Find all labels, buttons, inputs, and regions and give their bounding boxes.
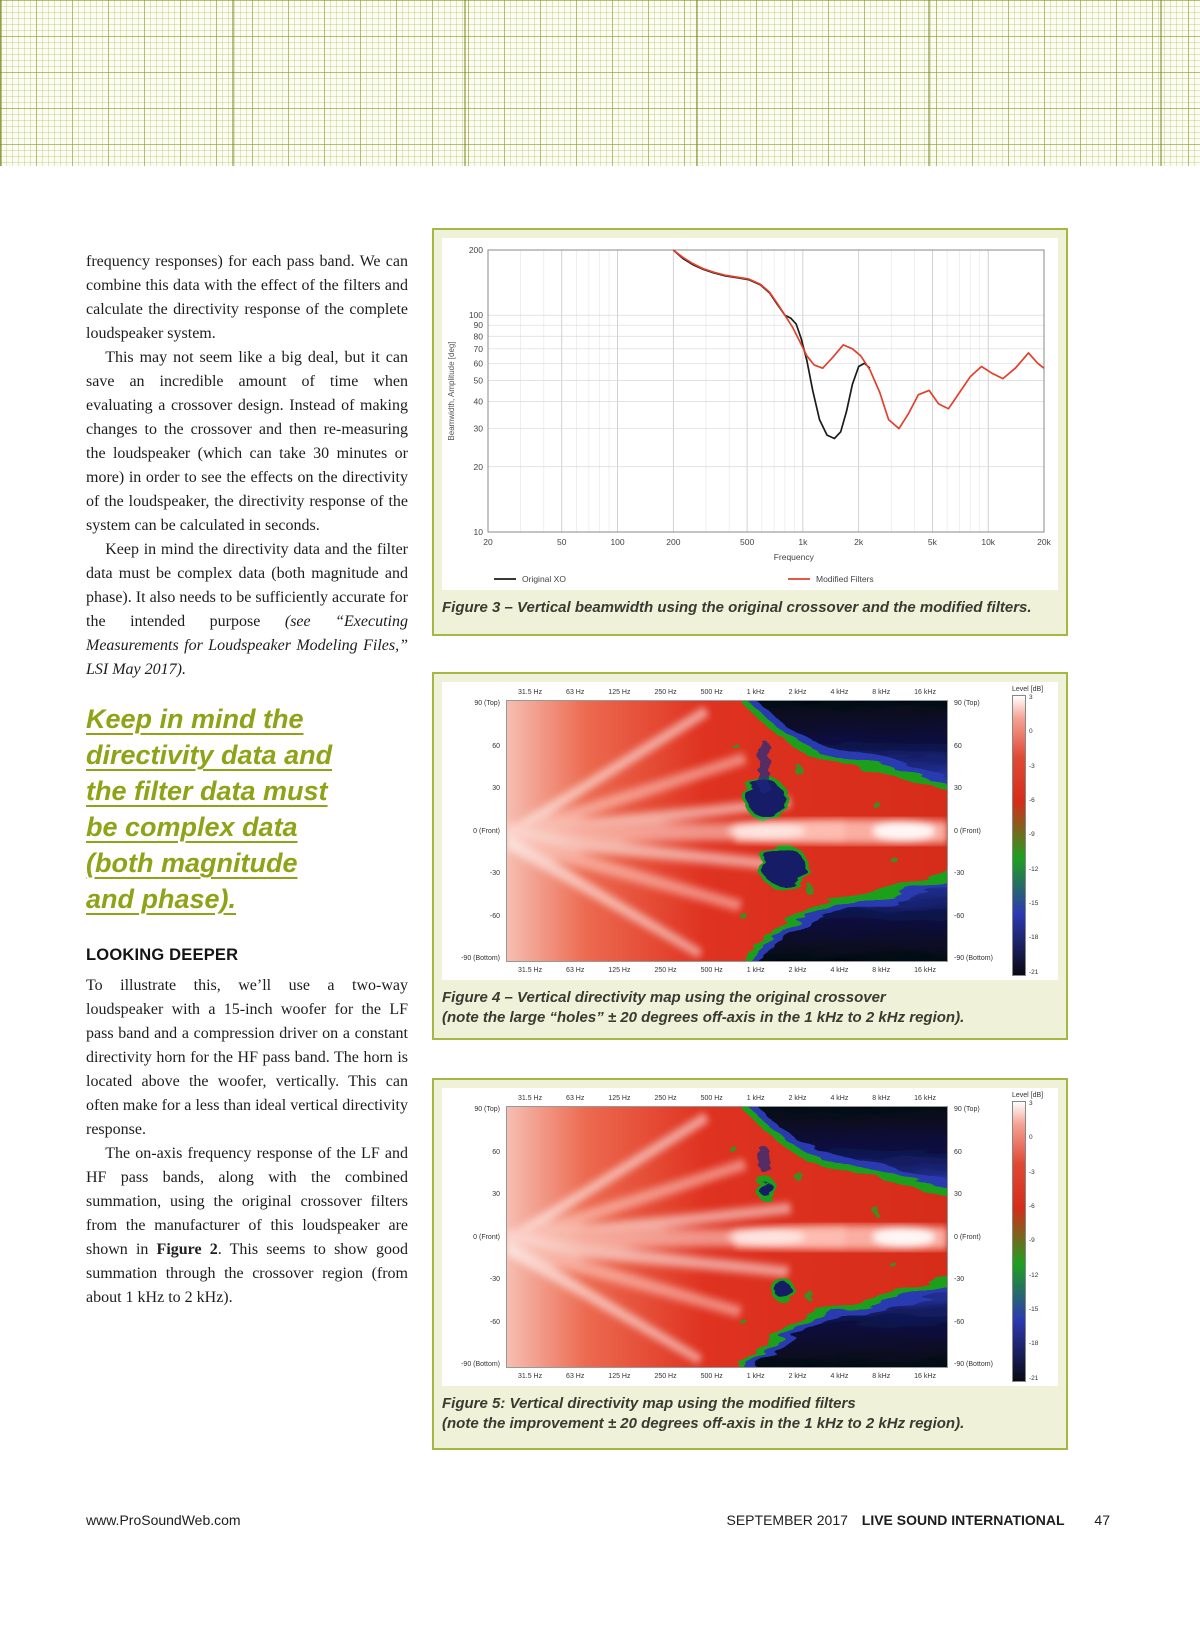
svg-text:20: 20 xyxy=(483,537,493,547)
pull-quote-line: and phase). xyxy=(86,883,237,914)
heatmap-image xyxy=(507,701,947,961)
paragraph-text: The on-axis frequency response of the LF… xyxy=(86,1145,408,1259)
svg-text:200: 200 xyxy=(666,537,680,547)
paragraph-text: Keep in mind the directivity data and th… xyxy=(86,541,408,630)
colorbar-ticks: 3 0 -3 -6 -9 -12 -15 -18 -21 xyxy=(1029,694,1039,976)
x-axis-labels-top: 31.5 Hz 63 Hz 125 Hz 250 Hz 500 Hz 1 kHz 2 kHz… xyxy=(517,688,936,696)
x-axis-labels-bottom: 31.5 Hz 63 Hz 125 Hz 250 Hz 500 Hz 1 kHz 2 kHz… xyxy=(517,1372,936,1380)
svg-text:30: 30 xyxy=(474,424,484,434)
colorbar: Level [dB] 3 0 -3 -6 -9 -12 -15 -18 -21 xyxy=(1008,686,1054,976)
svg-text:50: 50 xyxy=(474,375,484,385)
footer-brand: LIVE SOUND INTERNATIONAL xyxy=(861,1512,1065,1528)
colorbar-ticks: 3 0 -3 -6 -9 -12 -15 -18 -21 xyxy=(1029,1100,1039,1382)
y-axis-labels-left: 90 (Top) 60 30 0 (Front) -30 -60 -90 (Bottom) xyxy=(461,1106,500,1368)
figure-3-chart-box: 20 50 100 200 500 1k 2k 5k 10k 20k 200 100 90 80 70 60 5… xyxy=(442,238,1058,590)
directivity-heatmap-original: 31.5 Hz 63 Hz 125 Hz 250 Hz 500 Hz 1 kHz 2 kHz… xyxy=(446,686,1054,976)
figure-5-chart-box: 31.5 Hz 63 Hz 125 Hz 250 Hz 500 Hz 1 kHz 2 kHz… xyxy=(442,1088,1058,1386)
beamwidth-chart: 20 50 100 200 500 1k 2k 5k 10k 20k200100908070605… xyxy=(442,238,1058,590)
y-axis-labels-right: 90 (Top) 60 30 0 (Front) -30 -60 -90 (Bottom) xyxy=(954,700,993,962)
pull-quote-line: (both magnitude xyxy=(86,847,298,878)
directivity-heatmap-modified: 31.5 Hz 63 Hz 125 Hz 250 Hz 500 Hz 1 kHz 2 kHz… xyxy=(446,1092,1054,1382)
svg-text:200: 200 xyxy=(469,245,483,255)
svg-text:100: 100 xyxy=(610,537,624,547)
x-axis-labels-top: 31.5 Hz 63 Hz 125 Hz 250 Hz 500 Hz 1 kHz 2 kHz… xyxy=(517,1094,936,1102)
pull-quote-line: Keep in mind the xyxy=(86,704,304,734)
svg-text:70: 70 xyxy=(474,344,484,354)
y-axis-labels-left: 90 (Top) 60 30 0 (Front) -30 -60 -90 (Bottom) xyxy=(461,700,500,962)
figure-5-caption: Figure 5: Vertical directivity map using… xyxy=(442,1394,1058,1433)
footer-website: www.ProSoundWeb.com xyxy=(86,1512,241,1528)
figure-5-caption-line1: Figure 5: Vertical directivity map using… xyxy=(442,1395,856,1412)
figure-5-caption-line2: (note the improvement ± 20 degrees off-a… xyxy=(442,1414,965,1432)
graph-paper-texture xyxy=(0,0,1200,166)
paragraph: To illustrate this, we’ll use a two-way … xyxy=(86,977,408,1139)
paragraph-text: . This seems to show good summation thro… xyxy=(86,1241,408,1307)
section-heading: LOOKING DEEPER xyxy=(86,946,239,965)
heatmap-plot-area xyxy=(506,700,948,962)
colorbar-title: Level [dB] xyxy=(1012,1092,1044,1099)
svg-text:50: 50 xyxy=(557,537,567,547)
y-axis-labels-right: 90 (Top) 60 30 0 (Front) -30 -60 -90 (Bottom) xyxy=(954,1106,993,1368)
svg-text:1k: 1k xyxy=(798,537,808,547)
svg-text:Frequency: Frequency xyxy=(774,552,815,562)
colorbar-title: Level [dB] xyxy=(1012,686,1044,693)
svg-text:Beamwidth, Amplitude [deg]: Beamwidth, Amplitude [deg] xyxy=(447,341,456,440)
figure-4-caption-line2: (note the large “holes” ± 20 degrees off… xyxy=(442,1008,965,1026)
svg-text:80: 80 xyxy=(474,331,484,341)
paragraph: Keep in mind the directivity data and th… xyxy=(86,538,408,682)
pull-quote-line: the filter data must xyxy=(86,775,328,806)
heatmap-plot-area xyxy=(506,1106,948,1368)
svg-text:5k: 5k xyxy=(928,537,938,547)
figure-4-caption-line1: Figure 4 – Vertical directivity map usin… xyxy=(442,989,886,1006)
svg-text:90: 90 xyxy=(474,320,484,330)
svg-text:10: 10 xyxy=(474,527,484,537)
pull-quote: Keep in mind the directivity data and th… xyxy=(86,702,408,917)
svg-text:40: 40 xyxy=(474,397,484,407)
figure-3-caption: Figure 3 – Vertical beamwidth using the … xyxy=(442,599,1032,616)
heatmap-image xyxy=(507,1107,947,1367)
footer-issue: SEPTEMBER 2017 xyxy=(726,1512,848,1528)
page-footer: www.ProSoundWeb.com SEPTEMBER 2017 LIVE … xyxy=(86,1512,1110,1528)
svg-text:20: 20 xyxy=(474,462,484,472)
figure-reference: Figure 2 xyxy=(156,1241,218,1259)
svg-text:20k: 20k xyxy=(1037,537,1051,547)
colorbar-gradient xyxy=(1012,695,1026,976)
footer-right: SEPTEMBER 2017 LIVE SOUND INTERNATIONAL … xyxy=(727,1512,1111,1528)
svg-text:Modified Filters: Modified Filters xyxy=(816,574,874,584)
figure-4-chart-box: 31.5 Hz 63 Hz 125 Hz 250 Hz 500 Hz 1 kHz 2 kHz… xyxy=(442,682,1058,980)
paragraph: The on-axis frequency response of the LF… xyxy=(86,1142,408,1310)
svg-text:100: 100 xyxy=(469,310,483,320)
x-axis-labels-bottom: 31.5 Hz 63 Hz 125 Hz 250 Hz 500 Hz 1 kHz 2 kHz… xyxy=(517,966,936,974)
page-number: 47 xyxy=(1094,1512,1110,1528)
svg-text:2k: 2k xyxy=(854,537,864,547)
paragraph-citation: (see “Executing Measurements for Loudspe… xyxy=(86,613,409,678)
figure-4-caption: Figure 4 – Vertical directivity map usin… xyxy=(442,988,1058,1027)
svg-text:500: 500 xyxy=(740,537,754,547)
pull-quote-line: be complex data xyxy=(86,811,298,842)
article-column: frequency responses) for each pass band.… xyxy=(86,250,408,1310)
paragraph: frequency responses) for each pass band.… xyxy=(86,253,408,342)
colorbar: Level [dB] 3 0 -3 -6 -9 -12 -15 -18 -21 xyxy=(1008,1092,1054,1382)
figure-3-panel: 20 50 100 200 500 1k 2k 5k 10k 20k 200 100 90 80 70 60 5… xyxy=(432,228,1068,636)
svg-text:Original XO: Original XO xyxy=(522,574,566,584)
svg-text:60: 60 xyxy=(474,358,484,368)
figure-5-panel: 31.5 Hz 63 Hz 125 Hz 250 Hz 500 Hz 1 kHz 2 kHz… xyxy=(432,1078,1068,1450)
svg-text:10k: 10k xyxy=(981,537,995,547)
figure-4-panel: 31.5 Hz 63 Hz 125 Hz 250 Hz 500 Hz 1 kHz 2 kHz… xyxy=(432,672,1068,1040)
colorbar-gradient xyxy=(1012,1101,1026,1382)
paragraph: This may not seem like a big deal, but i… xyxy=(86,349,408,534)
pull-quote-line: directivity data and xyxy=(86,739,333,770)
